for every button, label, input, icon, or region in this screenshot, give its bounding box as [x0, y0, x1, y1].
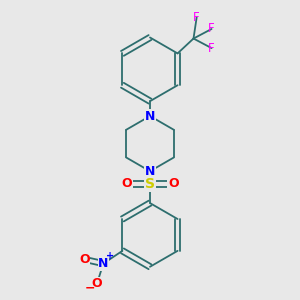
Text: F: F: [208, 42, 215, 55]
Text: N: N: [145, 165, 155, 178]
Text: S: S: [145, 177, 155, 191]
Text: O: O: [92, 277, 102, 290]
Text: −: −: [84, 281, 95, 295]
Text: O: O: [79, 253, 89, 266]
Text: N: N: [145, 110, 155, 122]
Text: O: O: [121, 178, 132, 190]
Text: F: F: [208, 22, 215, 35]
Text: F: F: [194, 11, 200, 24]
Text: N: N: [98, 257, 109, 270]
Text: +: +: [106, 251, 114, 261]
Text: O: O: [168, 178, 179, 190]
